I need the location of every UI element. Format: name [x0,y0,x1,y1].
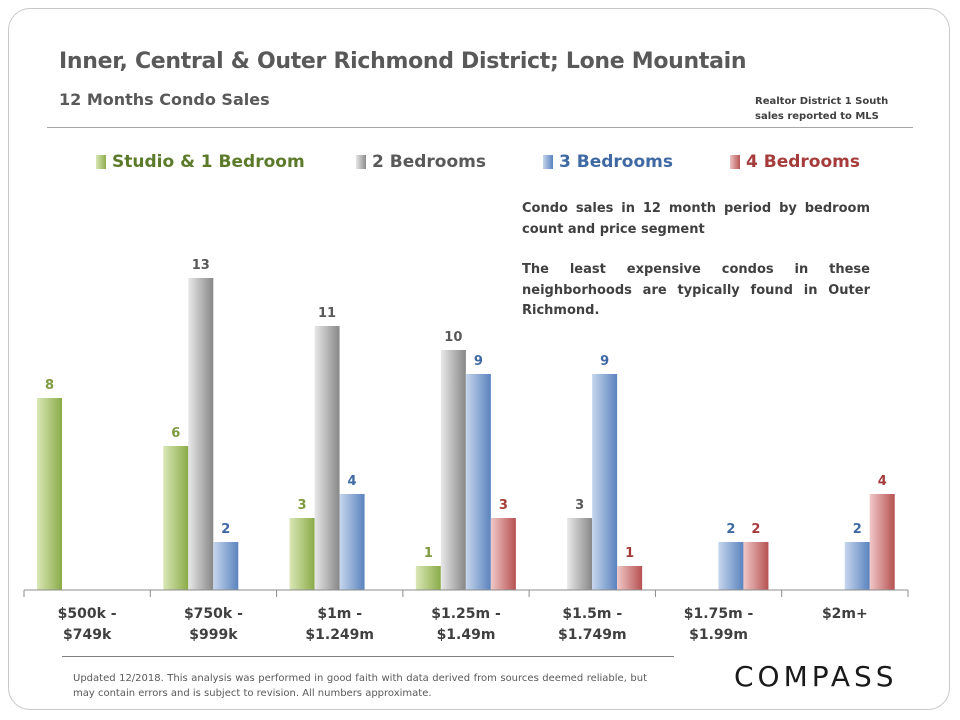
bar-four-6 [869,494,895,590]
value-label-four-5: 2 [751,522,760,537]
bar-four-5 [743,542,769,590]
legend-four-bedrooms: 4 Bedrooms [730,152,860,172]
page-subtitle: 12 Months Condo Sales [59,90,270,109]
source-note-line-1: Realtor District 1 South [755,96,889,107]
bar-three-1 [213,542,239,590]
source-note: Realtor District 1 South sales reported … [755,94,888,124]
value-label-two-3: 10 [444,330,462,345]
slide-card [8,8,950,710]
bar-three-4 [592,374,618,590]
value-label-three-4: 9 [600,354,609,369]
category-label-0-1: $749k [63,627,112,643]
value-label-four-4: 1 [625,546,634,561]
category-label-3-0: $1.25m - [431,606,501,622]
legend-label-studio: Studio & 1 Bedroom [112,152,305,172]
legend-label-four-bedrooms: 4 Bedrooms [746,152,860,172]
bar-studio-3 [415,566,441,590]
category-label-1-0: $750k - [184,606,243,622]
category-label-2-0: $1m - [317,606,362,622]
category-label-2-1: $1.249m [305,627,374,643]
bar-four-4 [617,566,643,590]
chart-annotation: Condo sales in 12 month period by bedroo… [522,199,870,342]
category-label-6-0: $2m+ [822,606,868,622]
category-label-0-0: $500k - [58,606,117,622]
bar-three-6 [844,542,870,590]
bar-four-3 [490,518,516,590]
legend-three-bedrooms: 3 Bedrooms [543,152,673,172]
annotation-paragraph-1: Condo sales in 12 month period by bedroo… [522,201,870,237]
category-label-4-1: $1.749m [558,627,627,643]
value-label-three-3: 9 [474,354,483,369]
value-label-studio-2: 3 [298,498,307,513]
value-label-studio-3: 1 [424,546,433,561]
category-label-5-0: $1.75m - [684,606,754,622]
value-label-four-3: 3 [499,498,508,513]
category-label-3-1: $1.49m [437,627,496,643]
bar-three-3 [465,374,491,590]
value-label-studio-0: 8 [45,378,54,393]
legend-label-three-bedrooms: 3 Bedrooms [559,152,673,172]
source-note-line-2: sales reported to MLS [755,111,879,122]
bar-studio-0 [37,398,62,590]
compass-logo: COMPASS [734,660,898,693]
value-label-two-1: 13 [192,258,210,273]
bar-studio-1 [163,446,189,590]
value-label-three-6: 2 [853,522,862,537]
disclaimer: Updated 12/2018. This analysis was perfo… [73,673,647,699]
value-label-two-2: 11 [318,306,336,321]
footer-divider [62,656,674,657]
legend-label-two-bedrooms: 2 Bedrooms [372,152,486,172]
category-label-4-0: $1.5m - [562,606,622,622]
bar-three-5 [718,542,744,590]
bar-studio-2 [289,518,315,590]
legend-swatch-three-bedrooms [543,155,553,169]
bar-two-3 [440,350,466,590]
legend-swatch-four-bedrooms [730,155,740,169]
legend-two-bedrooms: 2 Bedrooms [356,152,486,172]
legend-studio: Studio & 1 Bedroom [96,152,305,172]
bar-three-2 [339,494,365,590]
value-label-three-2: 4 [348,474,357,489]
legend-swatch-two-bedrooms [356,155,366,169]
legend-swatch-studio [96,155,106,169]
value-label-three-5: 2 [726,522,735,537]
page-title: Inner, Central & Outer Richmond District… [59,49,747,74]
annotation-paragraph-2: The least expensive condos in these neig… [522,262,870,318]
title-divider [47,127,913,128]
category-label-1-1: $999k [189,627,238,643]
value-label-two-4: 3 [575,498,584,513]
value-label-studio-1: 6 [171,426,180,441]
value-label-four-6: 4 [878,474,887,489]
value-label-three-1: 2 [221,522,230,537]
bar-two-4 [567,518,593,590]
bar-two-2 [314,326,340,590]
category-label-5-1: $1.99m [689,627,748,643]
bar-two-1 [188,278,214,590]
